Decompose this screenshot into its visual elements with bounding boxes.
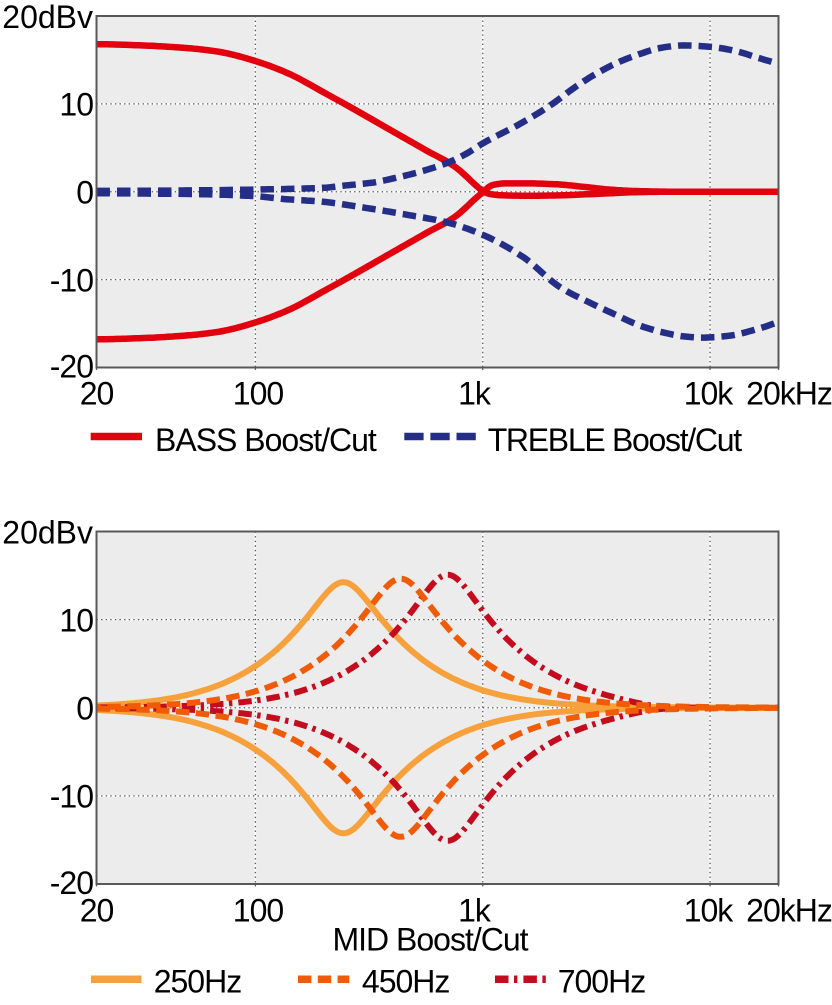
svg-text:20kHz: 20kHz	[746, 893, 832, 929]
svg-text:100: 100	[233, 376, 284, 412]
svg-text:250Hz: 250Hz	[154, 964, 242, 1000]
svg-text:1k: 1k	[458, 893, 492, 929]
svg-text:1k: 1k	[458, 376, 492, 412]
svg-text:10: 10	[59, 602, 93, 638]
svg-text:20dBv: 20dBv	[2, 514, 93, 550]
svg-text:20dBv: 20dBv	[2, 0, 93, 35]
svg-text:-10: -10	[50, 779, 93, 815]
svg-text:100: 100	[233, 893, 284, 929]
svg-text:700Hz: 700Hz	[558, 964, 646, 1000]
svg-text:-20: -20	[50, 349, 93, 385]
svg-text:0: 0	[76, 691, 93, 727]
svg-text:10: 10	[59, 87, 93, 123]
svg-text:TREBLE Boost/Cut: TREBLE Boost/Cut	[488, 422, 743, 458]
svg-text:20: 20	[80, 376, 114, 412]
svg-text:-20: -20	[50, 865, 93, 901]
svg-text:BASS Boost/Cut: BASS Boost/Cut	[155, 422, 377, 458]
svg-text:10k: 10k	[684, 893, 735, 929]
svg-text:0: 0	[76, 175, 93, 211]
svg-text:20kHz: 20kHz	[746, 376, 832, 412]
svg-text:10k: 10k	[684, 376, 735, 412]
svg-text:MID Boost/Cut: MID Boost/Cut	[332, 922, 528, 958]
svg-text:-10: -10	[50, 262, 93, 298]
svg-text:20: 20	[80, 893, 114, 929]
svg-text:450Hz: 450Hz	[362, 964, 450, 1000]
